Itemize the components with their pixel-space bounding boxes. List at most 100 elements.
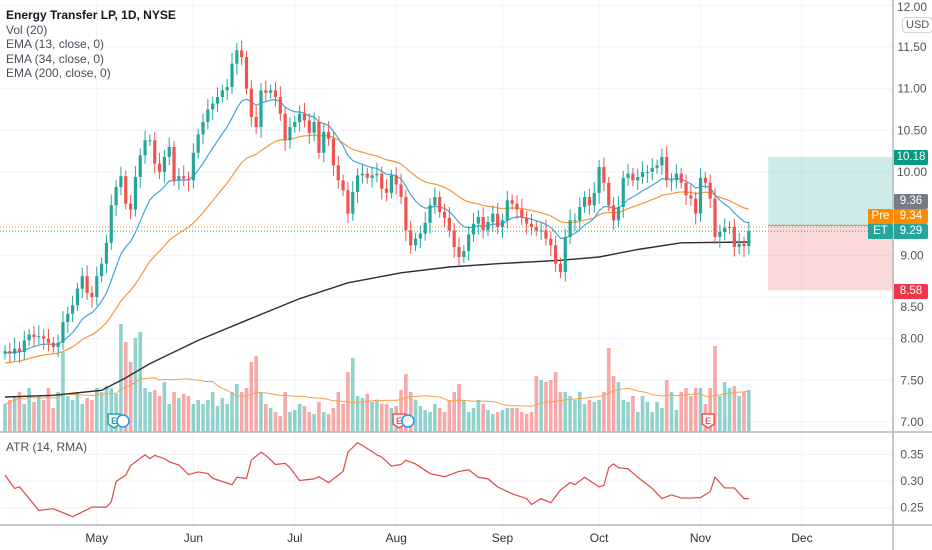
candle-body <box>312 122 316 133</box>
volume-bar <box>46 388 51 432</box>
candle-body <box>283 113 287 141</box>
volume-bar <box>56 392 60 432</box>
legend-ema200[interactable]: EMA (200, close, 0) <box>6 66 111 80</box>
atr-line <box>4 441 749 518</box>
volume-bar <box>254 356 258 432</box>
candle-body <box>177 176 181 181</box>
volume-bar <box>631 396 635 432</box>
volume-bar <box>70 400 75 432</box>
legend-atr[interactable]: ATR (14, RMA) <box>6 440 88 454</box>
candle-body <box>269 90 273 93</box>
atr-tick-label: 0.30 <box>900 474 924 488</box>
volume-bar <box>109 388 114 432</box>
volume-bar <box>215 406 220 432</box>
volume-bar <box>172 392 176 432</box>
candle-body <box>298 113 302 123</box>
candle-body <box>650 167 654 172</box>
candle-body <box>592 192 596 206</box>
volume-bar <box>587 400 592 432</box>
volume-ma-line <box>4 377 749 407</box>
volume-bar <box>51 408 56 432</box>
candle-body <box>80 276 84 289</box>
currency-button[interactable]: USD <box>902 17 932 33</box>
volume-bar <box>452 392 456 432</box>
volume-bar <box>17 392 22 432</box>
earnings-icon[interactable] <box>701 413 715 429</box>
candle-body <box>346 190 350 214</box>
volume-bar <box>674 410 679 432</box>
volume-bar <box>553 372 558 432</box>
volume-bar <box>606 348 611 432</box>
legend-ema13[interactable]: EMA (13, close, 0) <box>6 37 105 51</box>
candle-body <box>587 196 592 206</box>
legend-volume[interactable]: Vol (20) <box>6 22 48 37</box>
volume-bar <box>293 410 297 432</box>
candle-body <box>244 57 249 89</box>
volume-bar <box>138 332 143 432</box>
price-tick-label: 9.00 <box>900 248 924 262</box>
candle-body <box>621 177 625 207</box>
volume-bar <box>486 410 490 432</box>
candle-body <box>713 198 717 237</box>
target-price-tag: 10.18 <box>894 150 928 165</box>
volume-bar <box>259 392 263 432</box>
candle-body <box>51 342 55 347</box>
volume-bar <box>297 404 302 432</box>
candle-body <box>732 226 736 247</box>
volume-bar <box>119 324 123 432</box>
candle-body <box>186 178 191 181</box>
candle-body <box>684 182 688 196</box>
candle-body <box>182 176 186 179</box>
volume-bar <box>621 400 626 432</box>
time-axis-label: Aug <box>386 531 407 545</box>
entry-price-tag: 9.36 <box>894 194 928 209</box>
candle-body <box>380 173 384 189</box>
time-axis-label: Sep <box>492 531 514 545</box>
volume-bar <box>442 412 447 432</box>
time-axis-label: Jul <box>287 531 302 545</box>
candle-body <box>327 132 331 139</box>
legend-ema34[interactable]: EMA (34, close, 0) <box>6 51 105 66</box>
volume-bar <box>157 396 162 432</box>
candle-body <box>510 200 514 204</box>
volume-bar <box>355 396 360 432</box>
volume-bar <box>457 384 461 432</box>
volume-bar <box>65 396 70 432</box>
candle-body <box>747 231 751 247</box>
dividend-icon[interactable] <box>401 414 415 428</box>
earnings-icon[interactable] <box>107 413 121 429</box>
candle-body <box>331 138 336 166</box>
candle-body <box>703 177 707 183</box>
candle-body <box>42 336 46 339</box>
volume-bar <box>718 396 722 432</box>
volume-bar <box>573 400 577 432</box>
candle-body <box>307 120 311 133</box>
volume-bar <box>548 380 553 432</box>
volume-bar <box>693 388 698 432</box>
volume-bar <box>186 396 191 432</box>
volume-bar <box>365 394 370 432</box>
volume-bar <box>37 396 41 432</box>
candle-body <box>486 221 490 231</box>
volume-bar <box>61 352 65 432</box>
candle-body <box>95 276 99 297</box>
price-tick-label: 7.50 <box>900 373 924 387</box>
earnings-icon[interactable] <box>392 413 406 429</box>
symbol-title[interactable]: Energy Transfer LP, 1D, NYSE <box>6 8 176 22</box>
candle-body <box>148 140 152 142</box>
earnings-icon-letter: E <box>705 416 711 426</box>
volume-bar <box>698 388 703 432</box>
dividend-icon[interactable] <box>116 414 130 428</box>
candle-body <box>631 173 635 181</box>
candle-body <box>660 157 664 166</box>
volume-bar <box>273 412 278 432</box>
candle-body <box>162 157 166 172</box>
time-axis-label: Oct <box>590 531 609 545</box>
candle-body <box>457 246 461 257</box>
candle-body <box>71 305 75 314</box>
candle-body <box>534 226 538 231</box>
price-tick-label: 10.00 <box>897 165 927 179</box>
candle-body <box>611 205 616 221</box>
volume-bar <box>312 414 316 432</box>
